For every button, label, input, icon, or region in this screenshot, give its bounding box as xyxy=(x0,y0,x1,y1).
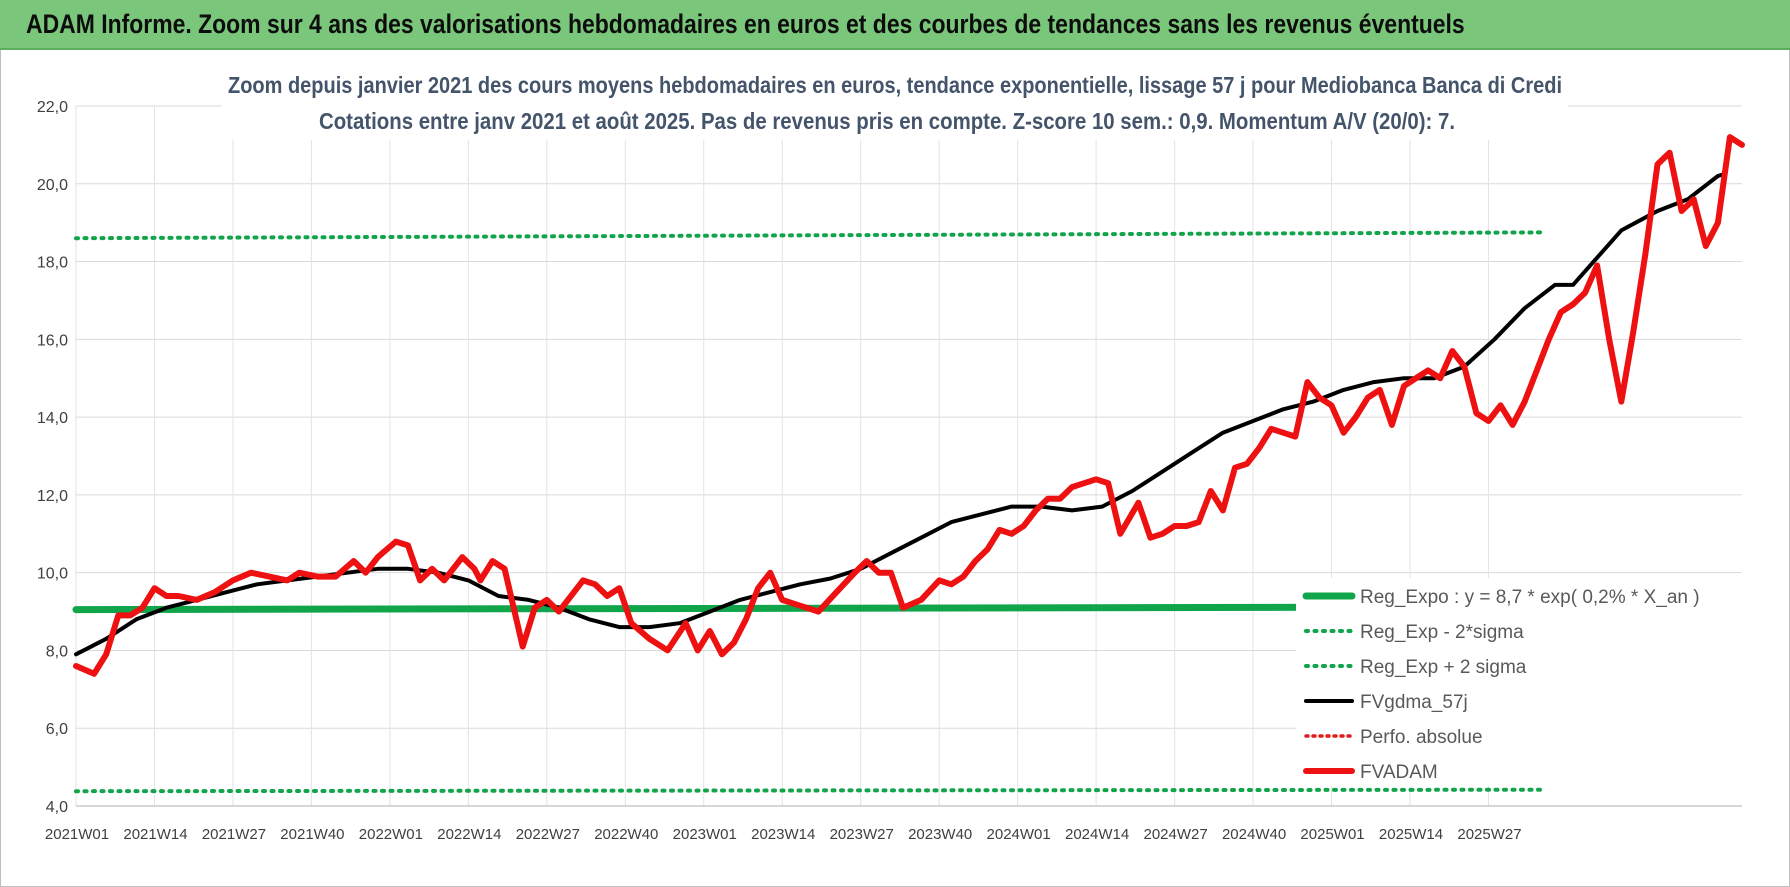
x-tick-label: 2024W27 xyxy=(1143,826,1207,843)
title-banner: ADAM Informe. Zoom sur 4 ans des valoris… xyxy=(0,0,1790,50)
title-backdrop xyxy=(222,68,1568,140)
x-tick-label: 2021W27 xyxy=(202,826,266,843)
y-tick-label: 14,0 xyxy=(37,410,68,427)
x-tick-label: 2024W40 xyxy=(1222,826,1286,843)
banner-title: ADAM Informe. Zoom sur 4 ans des valoris… xyxy=(26,9,1465,39)
x-tick-label: 2021W40 xyxy=(280,826,344,843)
x-tick-label: 2024W01 xyxy=(987,826,1051,843)
y-tick-label: 6,0 xyxy=(46,721,68,738)
x-tick-label: 2022W01 xyxy=(359,826,423,843)
reg-exp-minus-2sigma-line xyxy=(74,787,1545,794)
x-tick-label: 2023W14 xyxy=(751,826,815,843)
y-tick-label: 20,0 xyxy=(37,177,68,194)
fvadam-line xyxy=(73,134,1745,677)
y-tick-label: 16,0 xyxy=(37,332,68,349)
x-tick-label: 2021W14 xyxy=(123,826,187,843)
y-tick-label: 4,0 xyxy=(46,799,68,816)
x-tick-label: 2025W01 xyxy=(1300,826,1364,843)
chart-area: 4,0 6,0 8,0 10,0 12,0 14,0 16,0 18,0 20,0 22,0 202… xyxy=(37,68,1746,843)
y-tick-label: 22,0 xyxy=(37,99,68,116)
y-tick-label: 18,0 xyxy=(37,255,68,272)
legend: Reg_Expo : y = 8,7 * exp( 0,2% * X_an ) R… xyxy=(1296,578,1746,786)
chart-title: Zoom depuis janvier 2021 des cours moyen… xyxy=(228,72,1562,98)
x-tick-label: 2022W14 xyxy=(437,826,501,843)
chart-subtitle: Cotations entre janv 2021 et août 2025. … xyxy=(319,108,1455,134)
x-tick-label: 2021W01 xyxy=(45,826,109,843)
x-tick-label: 2025W14 xyxy=(1379,826,1443,843)
legend-label: Reg_Expo : y = 8,7 * exp( 0,2% * X_an ) xyxy=(1360,587,1700,608)
fvgdma-57j-line xyxy=(74,172,1726,657)
legend-label: Reg_Exp - 2*sigma xyxy=(1360,622,1524,643)
legend-label: Perfo. absolue xyxy=(1360,727,1483,748)
x-tick-label: 2024W14 xyxy=(1065,826,1129,843)
x-tick-label: 2025W27 xyxy=(1457,826,1521,843)
legend-label: Reg_Exp + 2 sigma xyxy=(1360,657,1527,678)
axes: 4,0 6,0 8,0 10,0 12,0 14,0 16,0 18,0 20,0 22,0 202… xyxy=(37,99,1742,843)
x-tick-label: 2023W01 xyxy=(673,826,737,843)
y-tick-label: 8,0 xyxy=(46,643,68,660)
x-tick-label: 2022W40 xyxy=(594,826,658,843)
legend-label: FVgdma_57j xyxy=(1360,692,1468,713)
legend-box xyxy=(1296,578,1746,786)
y-tick-label: 10,0 xyxy=(37,566,68,583)
y-tick-label: 12,0 xyxy=(37,488,68,505)
legend-label: FVADAM xyxy=(1360,762,1438,783)
x-tick-label: 2022W27 xyxy=(516,826,580,843)
x-tick-label: 2023W27 xyxy=(830,826,894,843)
x-tick-label: 2023W40 xyxy=(908,826,972,843)
reg-exp-plus-2sigma-line xyxy=(74,230,1545,241)
